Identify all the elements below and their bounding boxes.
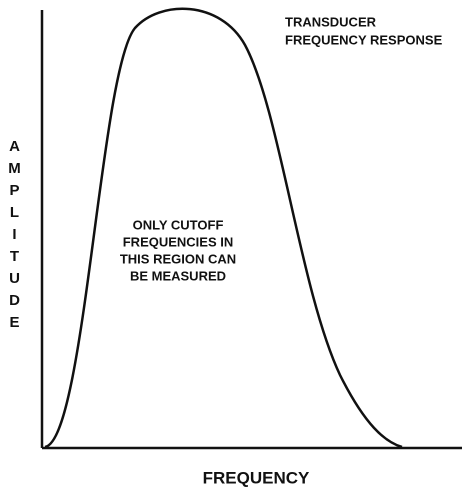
annotation-line: FREQUENCIES IN — [123, 234, 234, 249]
annotation-line: THIS REGION CAN — [120, 251, 236, 266]
title-line: TRANSDUCER — [285, 14, 377, 29]
y-axis-label: AMPLITUDE — [6, 138, 23, 336]
response-curve — [44, 7, 403, 449]
annotation-line: BE MEASURED — [130, 268, 226, 283]
annotation-line: ONLY CUTOFF — [133, 217, 224, 232]
x-axis-label: FREQUENCY — [203, 468, 310, 487]
title-line: FREQUENCY RESPONSE — [285, 32, 443, 47]
